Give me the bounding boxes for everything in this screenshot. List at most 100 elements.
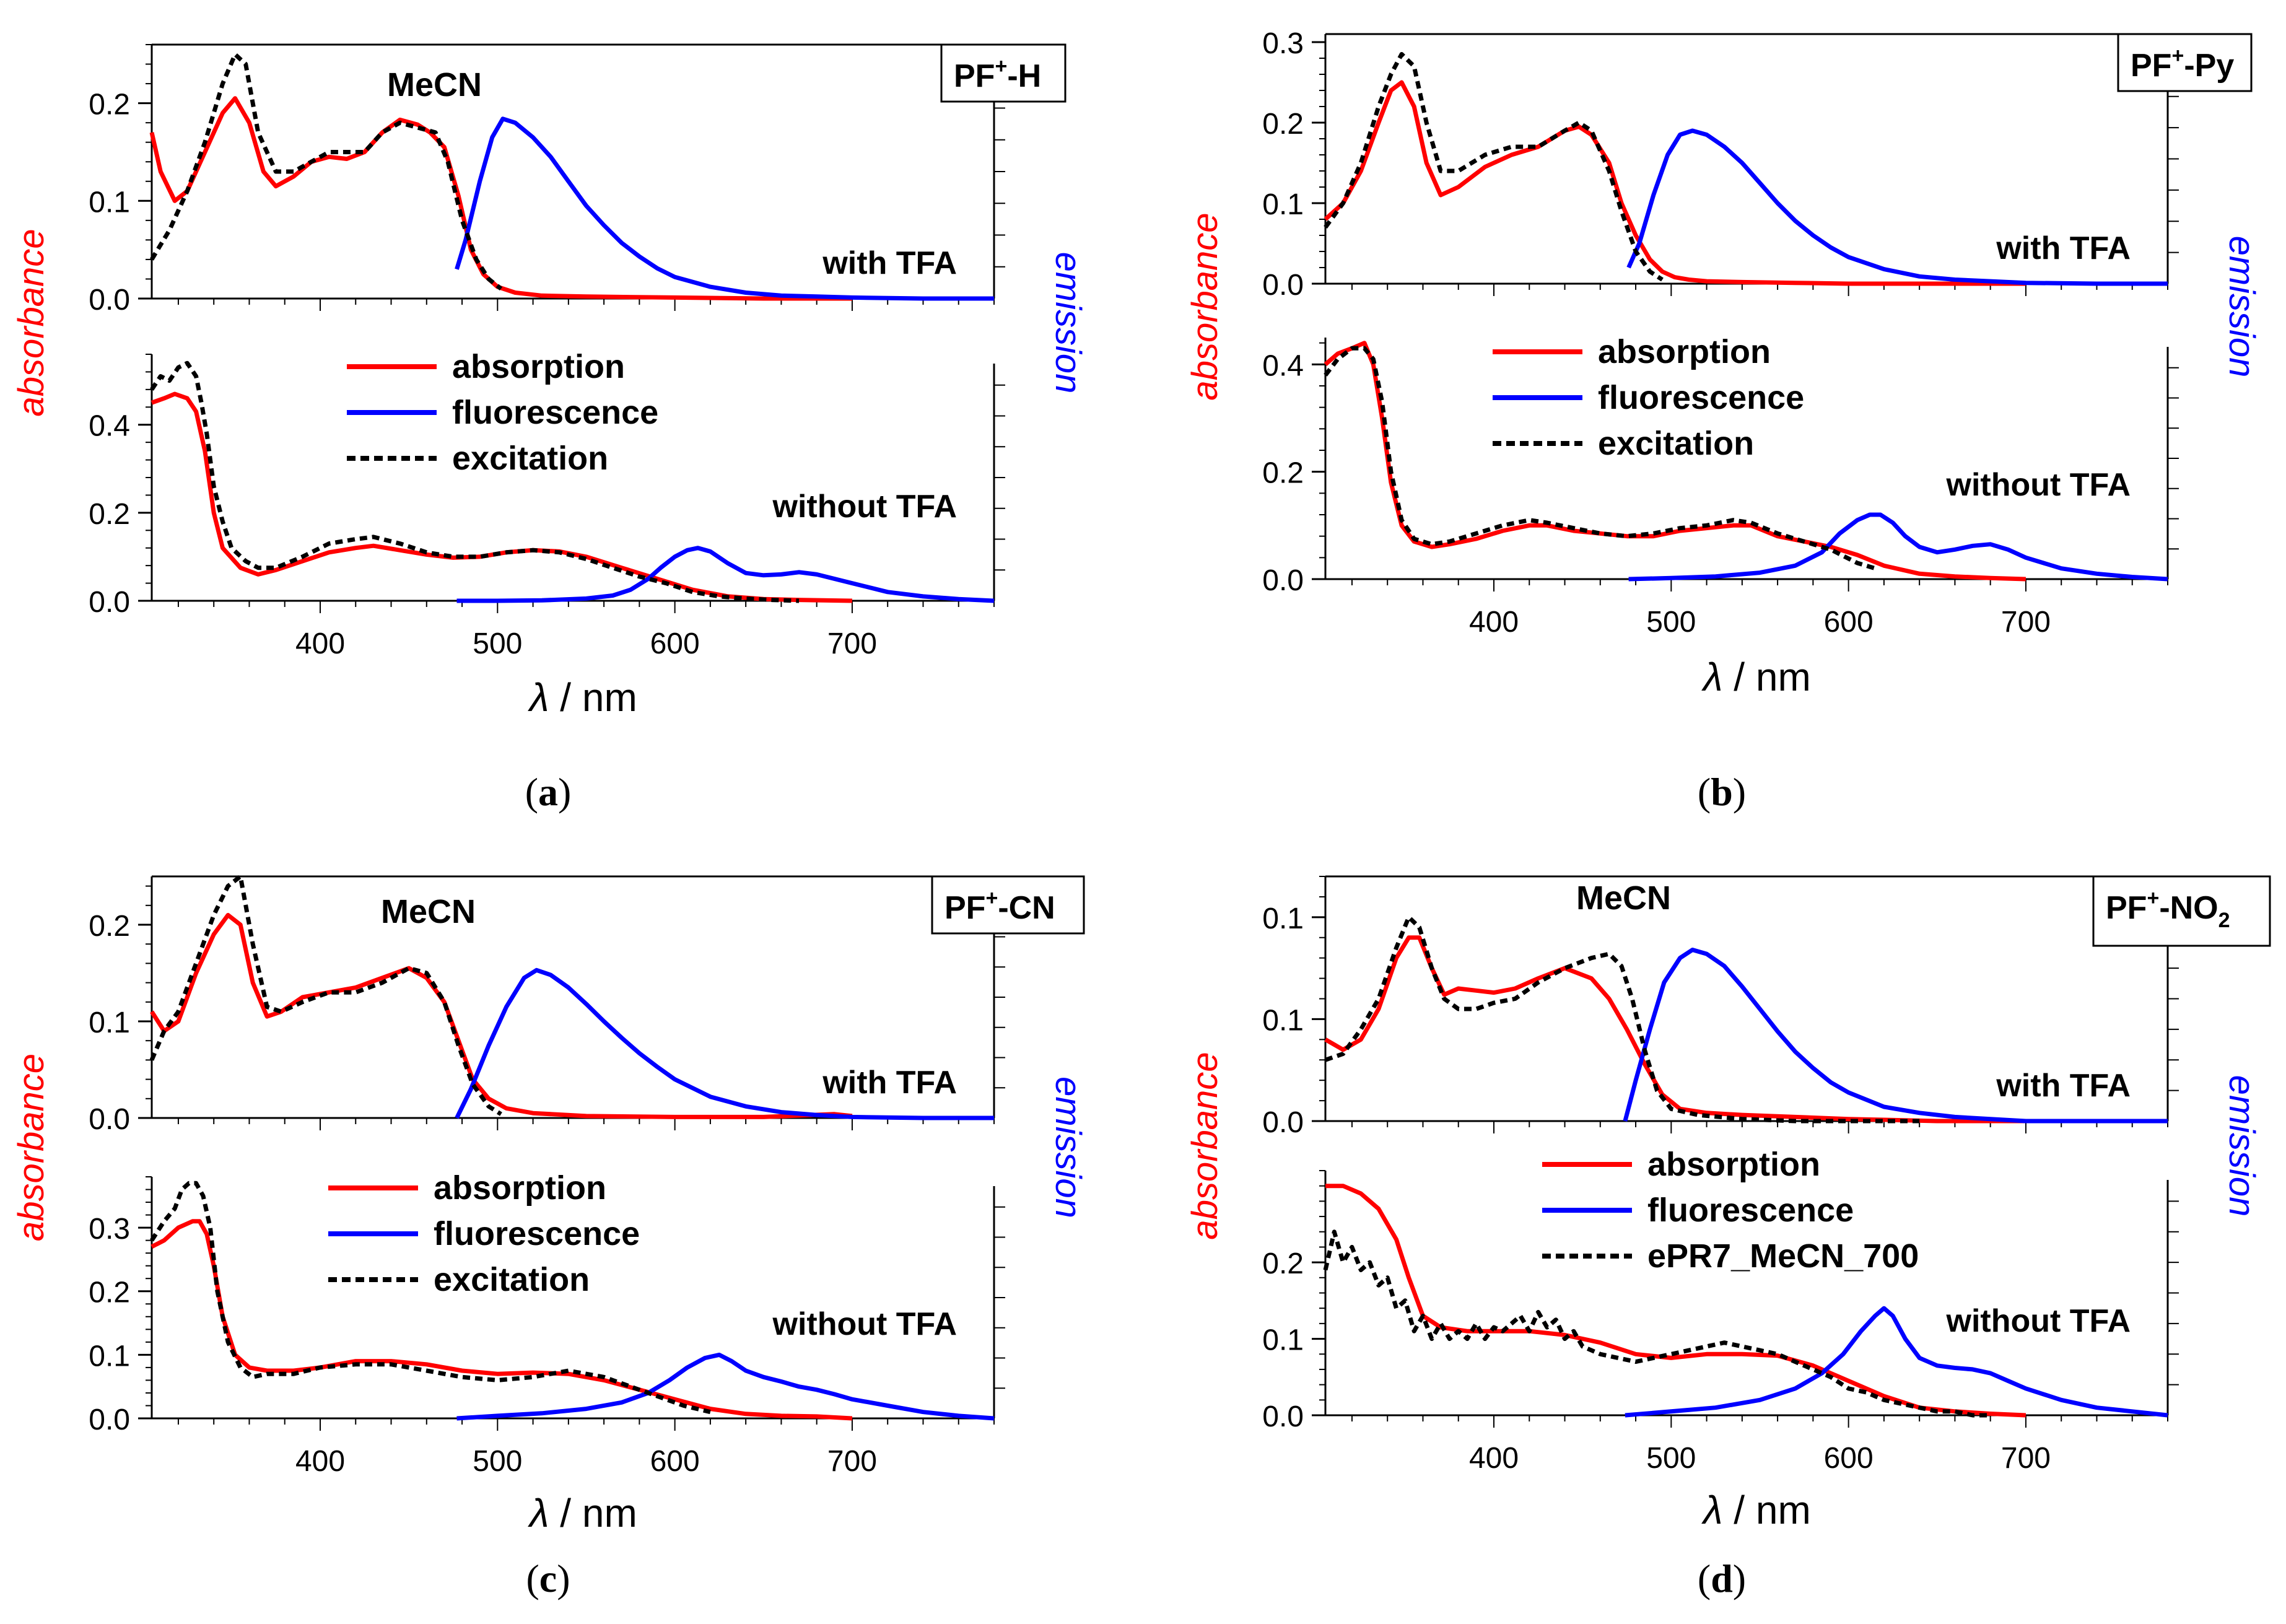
x-tick-label: 700 <box>2001 1442 2051 1475</box>
series-fluorescence-line <box>456 1352 995 1421</box>
compound-box <box>2117 33 2253 92</box>
condition-label: without TFA <box>772 1306 957 1342</box>
y-tick-label: 0.3 <box>89 1213 130 1246</box>
compound-box <box>940 43 1067 103</box>
series-fluorescence-line <box>1625 1306 2168 1418</box>
legend: absorption fluorescence excitation <box>328 1169 640 1298</box>
condition-label: without TFA <box>1946 1303 2131 1339</box>
compound-label: PF+-CN <box>945 886 1055 926</box>
series-excitation-line <box>150 360 800 603</box>
x-tick-label: 400 <box>1469 1442 1519 1475</box>
y-axis-label-absorbance: absorbance <box>1185 212 1225 400</box>
unit-text: / nm <box>560 675 637 720</box>
y-tick-label: 0.1 <box>1262 902 1304 935</box>
condition-label: with TFA <box>822 245 957 281</box>
condition-label: without TFA <box>1946 467 2131 503</box>
y-tick-label: 0.0 <box>89 586 130 619</box>
unit-text: / nm <box>560 1491 637 1535</box>
legend-label: ePR7_MeCN_700 <box>1647 1238 1919 1275</box>
caption-paren: ) <box>557 1556 570 1600</box>
x-tick-label: 400 <box>295 1445 345 1478</box>
y-axis-label-emission: emission <box>1048 1076 1088 1218</box>
series-absorption-line <box>1324 341 2026 582</box>
compound-box <box>931 875 1085 935</box>
series-fluorescence-line <box>455 116 994 301</box>
x-tick-label: 500 <box>1646 1442 1696 1475</box>
caption-paren: ) <box>1733 770 1746 814</box>
y-tick-label: 0.0 <box>89 284 130 317</box>
legend: absorption fluorescence excitation <box>1493 333 1804 462</box>
caption-paren: ( <box>1698 770 1711 814</box>
caption: (a) <box>525 770 572 814</box>
legend-label: excitation <box>452 440 608 477</box>
caption-paren: ) <box>558 770 571 814</box>
caption: (c) <box>526 1556 570 1600</box>
unit-text: / nm <box>1734 655 1810 699</box>
panel-without-tfa: 0.0 0.1 0.2 0.3 without TFA <box>89 1176 1005 1436</box>
condition-label: with TFA <box>1996 1068 2131 1104</box>
solvent-label: MeCN <box>381 893 476 930</box>
series-absorption-line <box>1325 1184 2026 1418</box>
series-excitation-line <box>1323 1229 1991 1418</box>
y-tick-label: 0.0 <box>89 1103 130 1136</box>
caption-paren: ) <box>1733 1556 1746 1600</box>
series-excitation-line <box>1324 346 1876 571</box>
y-axis-label-emission: emission <box>1048 252 1088 394</box>
series-excitation-line <box>149 874 502 1116</box>
caption: (d) <box>1698 1556 1746 1600</box>
caption: (b) <box>1698 770 1746 814</box>
condition-label: with TFA <box>1996 230 2131 266</box>
chart-a: 0.0 0.1 0.2 with TFA 0.0 0.2 0.4 without TFA 400… <box>11 43 1088 814</box>
x-tick-label: 600 <box>650 1445 700 1478</box>
compound-part: + <box>2147 886 2159 910</box>
y-axis-label-absorbance: absorbance <box>11 229 51 416</box>
legend-label: absorption <box>452 348 625 385</box>
y-tick-label: 0.1 <box>1262 1004 1304 1037</box>
y-tick-label: 0.0 <box>89 1404 130 1436</box>
legend-label: fluorescence <box>434 1215 640 1252</box>
legend-label: excitation <box>434 1261 590 1298</box>
panel-without-tfa: 0.0 0.2 0.4 without TFA <box>89 354 1005 619</box>
legend-label: fluorescence <box>452 394 658 431</box>
chart-c: 0.0 0.1 0.2 with TFA 0.0 0.1 0.2 0.3 without TFA… <box>11 874 1088 1600</box>
chart-d: 0.0 0.1 0.1 with TFA 0.0 0.1 0.2 without TFA 400… <box>1185 875 2271 1600</box>
compound-label: PF+-NO2 <box>2106 886 2230 932</box>
x-tick-label: 400 <box>1469 606 1519 639</box>
compound-part: -CN <box>998 890 1055 926</box>
compound-part: -NO <box>2159 890 2218 926</box>
y-tick-label: 0.0 <box>1262 1400 1304 1433</box>
compound-part: + <box>985 886 998 910</box>
y-tick-label: 0.1 <box>89 186 130 219</box>
y-tick-label: 0.1 <box>1262 1324 1304 1357</box>
x-tick-label: 500 <box>473 627 522 660</box>
x-tick-label: 500 <box>1646 606 1696 639</box>
caption-paren: ( <box>1698 1556 1711 1600</box>
compound-part: + <box>2171 44 2184 68</box>
x-axis-label: λ / nm <box>1701 1488 1811 1532</box>
compound-part: 2 <box>2218 909 2230 932</box>
y-tick-label: 0.4 <box>89 410 130 443</box>
x-tick-label: 600 <box>650 627 700 660</box>
caption-paren: ( <box>525 770 538 814</box>
y-tick-label: 0.2 <box>89 89 130 121</box>
condition-label: with TFA <box>822 1065 957 1101</box>
panel-without-tfa: 0.0 0.1 0.2 without TFA <box>1262 1170 2179 1433</box>
compound-part: PF <box>2131 48 2171 84</box>
y-tick-label: 0.2 <box>1262 108 1304 141</box>
compound-part: PF <box>954 58 995 94</box>
legend: absorption fluorescence ePR7_MeCN_700 <box>1542 1146 1919 1275</box>
unit-text: / nm <box>1734 1488 1810 1532</box>
panel-with-tfa: 0.0 0.1 0.2 with TFA <box>89 874 1005 1136</box>
y-tick-label: 0.4 <box>1262 349 1304 382</box>
series-absorption-line <box>150 912 853 1119</box>
legend-label: absorption <box>1598 333 1771 370</box>
y-tick-label: 0.2 <box>1262 457 1304 490</box>
compound-part: -H <box>1007 58 1041 94</box>
panel-with-tfa: 0.0 0.1 0.1 with TFA <box>1262 876 2179 1139</box>
series-fluorescence-line <box>1623 948 2168 1124</box>
y-axis-label-emission: emission <box>2222 1075 2262 1217</box>
x-tick-label: 700 <box>827 1445 877 1478</box>
x-axis-label: λ / nm <box>528 675 637 720</box>
y-tick-label: 0.3 <box>1262 27 1304 60</box>
x-tick-label: 400 <box>295 627 345 660</box>
